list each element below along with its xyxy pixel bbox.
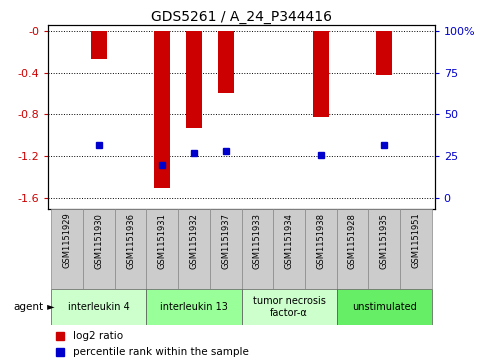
Text: interleukin 4: interleukin 4 [68,302,130,312]
Bar [337,289,431,325]
Text: interleukin 13: interleukin 13 [160,302,228,312]
Bar [273,209,305,289]
Text: agent: agent [14,302,43,312]
Bar [305,209,337,289]
Bar [115,209,146,289]
Bar [186,30,202,128]
Bar [83,209,115,289]
Text: tumor necrosis
factor-α: tumor necrosis factor-α [253,296,326,318]
Bar [337,209,368,289]
Text: GSM1151933: GSM1151933 [253,213,262,269]
Text: GSM1151937: GSM1151937 [221,213,230,269]
Bar [242,289,337,325]
Text: percentile rank within the sample: percentile rank within the sample [73,347,249,357]
Text: GSM1151928: GSM1151928 [348,213,357,269]
Text: unstimulated: unstimulated [352,302,416,312]
Bar [52,209,83,289]
Bar [178,209,210,289]
Bar [146,209,178,289]
Text: GSM1151929: GSM1151929 [63,213,72,269]
Text: GSM1151951: GSM1151951 [411,213,420,269]
Text: GSM1151934: GSM1151934 [284,213,294,269]
Text: GSM1151930: GSM1151930 [95,213,103,269]
Bar [210,209,242,289]
Bar [313,30,328,117]
Bar [218,30,234,94]
Title: GDS5261 / A_24_P344416: GDS5261 / A_24_P344416 [151,11,332,24]
Bar [242,209,273,289]
Text: GSM1151935: GSM1151935 [380,213,388,269]
Text: GSM1151936: GSM1151936 [126,213,135,269]
Bar [91,30,107,59]
Bar [368,209,400,289]
Bar [146,289,242,325]
Bar [400,209,431,289]
Text: log2 ratio: log2 ratio [73,331,124,341]
Bar [376,30,392,75]
Text: GSM1151932: GSM1151932 [189,213,199,269]
Text: GSM1151931: GSM1151931 [158,213,167,269]
Bar [52,289,146,325]
Text: ►: ► [44,302,55,312]
Text: GSM1151938: GSM1151938 [316,213,325,269]
Bar [155,30,170,188]
